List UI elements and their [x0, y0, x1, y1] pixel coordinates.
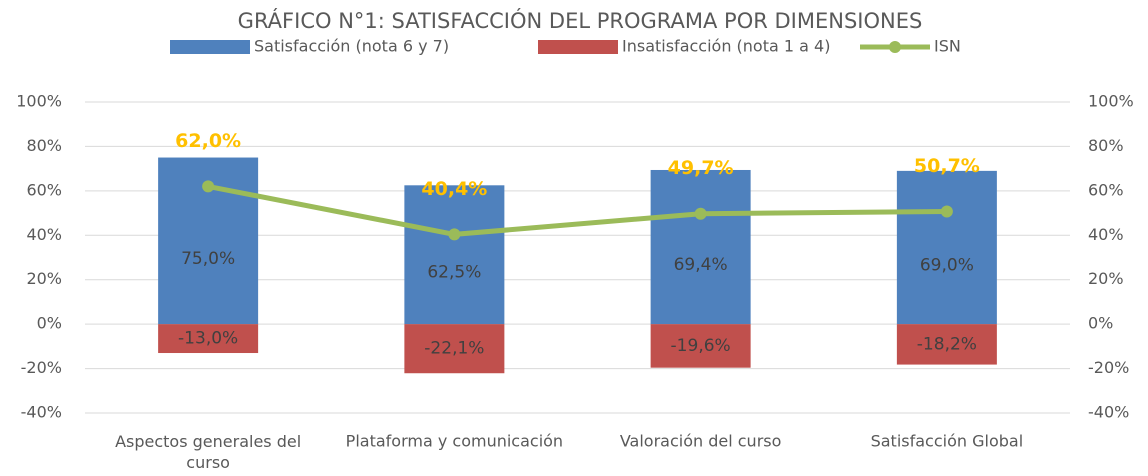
data-label: 69,0% — [920, 256, 974, 276]
y2-tick-label: 40% — [1088, 225, 1124, 244]
y-tick-label: 100% — [16, 92, 62, 111]
y2-tick-label: -20% — [1088, 358, 1129, 377]
legend-swatch — [170, 40, 250, 54]
data-label: -18,2% — [917, 334, 977, 354]
data-label: 62,5% — [427, 263, 481, 283]
data-label: -19,6% — [671, 336, 731, 356]
bar — [404, 185, 505, 325]
legend-label: Satisfacción (nota 6 y 7) — [254, 37, 449, 56]
chart-title: GRÁFICO N°1: SATISFACCIÓN DEL PROGRAMA P… — [238, 8, 923, 33]
y-tick-label: 60% — [26, 180, 62, 199]
line-marker — [448, 228, 461, 241]
data-label: 75,0% — [181, 249, 235, 269]
data-label: 62,0% — [175, 130, 241, 152]
x-tick-label: Aspectos generales del curso — [115, 432, 301, 472]
bar — [158, 324, 259, 354]
data-label: 50,7% — [914, 155, 980, 177]
x-tick-label: Satisfacción Global — [871, 432, 1024, 451]
legend-swatch — [889, 41, 901, 53]
y2-tick-label: 0% — [1088, 314, 1113, 333]
line — [207, 183, 947, 237]
bar — [896, 170, 997, 325]
y2-tick-label: -40% — [1088, 403, 1129, 422]
line-marker — [940, 205, 953, 218]
x-tick-label: Plataforma y comunicación — [346, 432, 563, 451]
y2-tick-label: 60% — [1088, 180, 1124, 199]
data-label: 40,4% — [421, 178, 487, 200]
data-label: 69,4% — [674, 255, 728, 275]
line-marker — [202, 180, 215, 193]
data-label: -22,1% — [424, 339, 484, 359]
y-tick-label: 0% — [37, 314, 62, 333]
bar — [404, 324, 505, 374]
x-tick-line: Aspectos generales del — [115, 432, 301, 451]
y2-tick-label: 20% — [1088, 269, 1124, 288]
y-tick-label: -40% — [21, 403, 62, 422]
y-tick-label: -20% — [21, 358, 62, 377]
data-label: -13,0% — [178, 329, 238, 349]
y2-tick-label: 100% — [1088, 92, 1134, 111]
y-tick-label: 80% — [26, 136, 62, 155]
legend-label: ISN — [934, 37, 961, 56]
legend-label: Insatisfacción (nota 1 a 4) — [622, 37, 830, 56]
legend-swatch — [538, 40, 618, 54]
bar — [896, 324, 997, 365]
bar — [650, 324, 751, 368]
y2-tick-label: 80% — [1088, 136, 1124, 155]
y-tick-label: 40% — [26, 225, 62, 244]
bar — [650, 169, 751, 325]
line-marker — [694, 207, 707, 220]
y-tick-label: 20% — [26, 269, 62, 288]
x-tick-label: Valoración del curso — [620, 432, 782, 451]
x-tick-line: curso — [186, 453, 230, 472]
data-label: 49,7% — [668, 157, 734, 179]
